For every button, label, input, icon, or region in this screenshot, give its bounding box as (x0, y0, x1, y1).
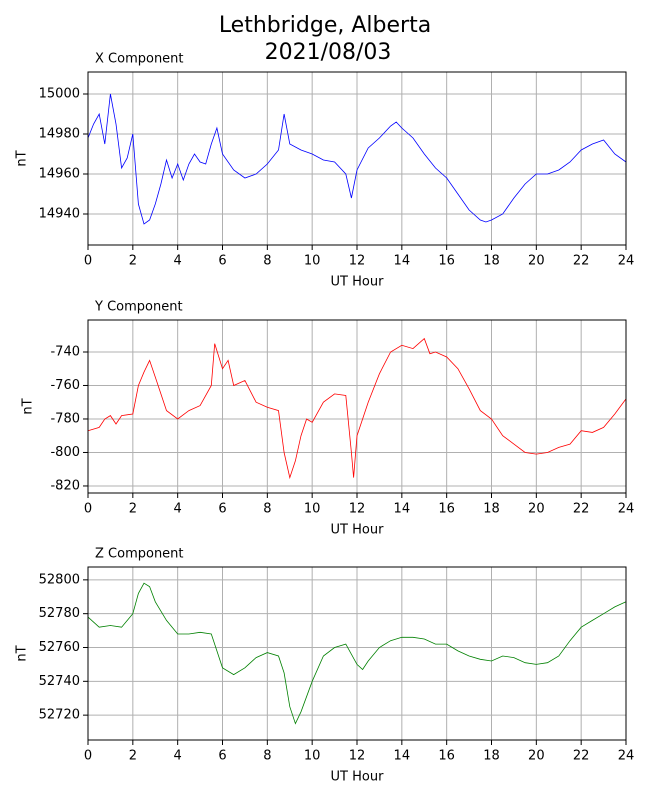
y-tick-label: 14980 (39, 127, 80, 142)
subplot-title: Z Component (95, 547, 184, 562)
x-tick-label: 6 (218, 254, 226, 269)
data-line (87, 582, 627, 725)
y-tick-label: 15000 (39, 87, 80, 102)
x-tick-label: 2 (129, 254, 137, 269)
x-tick-label: 18 (483, 749, 500, 764)
data-line (87, 337, 627, 480)
axes-frame (87, 71, 627, 246)
x-tick-label: 12 (349, 254, 366, 269)
subplot-title: Y Component (94, 300, 183, 315)
x-tick-label: 4 (174, 502, 182, 517)
y-axis-label: nT (15, 150, 30, 166)
x-tick-label: 12 (349, 749, 366, 764)
x-tick-label: 22 (573, 254, 590, 269)
x-tick-label: 10 (304, 254, 321, 269)
x-axis-label: UT Hour (331, 770, 385, 785)
x-tick-label: 14 (394, 502, 411, 517)
x-tick-label: 0 (84, 749, 92, 764)
y-axis-label: nT (15, 645, 30, 661)
y-tick-label: -780 (50, 411, 80, 426)
x-tick-label: 10 (304, 502, 321, 517)
x-tick-label: 18 (483, 502, 500, 517)
x-axis-label: UT Hour (331, 523, 385, 538)
figure-title: Lethbridge, Alberta (219, 13, 431, 38)
figure-subtitle: 2021/08/03 (265, 40, 392, 65)
x-tick-label: 24 (618, 502, 635, 517)
x-tick-label: 2 (129, 749, 137, 764)
y-tick-label: -800 (50, 445, 80, 460)
x-tick-label: 10 (304, 749, 321, 764)
x-tick-label: 12 (349, 502, 366, 517)
x-tick-label: 6 (218, 502, 226, 517)
x-tick-label: 6 (218, 749, 226, 764)
y-tick-label: -740 (50, 344, 80, 359)
data-line (87, 93, 627, 225)
subplot-title: X Component (95, 52, 184, 67)
y-tick-label: 52720 (39, 708, 80, 723)
y-tick-label: 14960 (39, 167, 80, 182)
x-tick-label: 14 (394, 254, 411, 269)
x-tick-label: 20 (528, 502, 545, 517)
y-tick-label: 52760 (39, 640, 80, 655)
x-tick-label: 16 (438, 749, 455, 764)
axes-frame (87, 319, 627, 494)
y-tick-label: 52780 (39, 606, 80, 621)
x-tick-label: 16 (438, 502, 455, 517)
y-tick-label: -760 (50, 378, 80, 393)
x-tick-label: 20 (528, 749, 545, 764)
y-tick-label: 52740 (39, 674, 80, 689)
x-tick-label: 0 (84, 502, 92, 517)
x-tick-label: 22 (573, 749, 590, 764)
x-tick-label: 24 (618, 749, 635, 764)
x-tick-label: 8 (263, 749, 271, 764)
y-tick-label: 52800 (39, 572, 80, 587)
x-axis-label: UT Hour (331, 275, 385, 290)
x-tick-label: 4 (174, 749, 182, 764)
x-tick-label: 24 (618, 254, 635, 269)
x-tick-label: 22 (573, 502, 590, 517)
y-tick-label: 14940 (39, 207, 80, 222)
x-tick-label: 20 (528, 254, 545, 269)
x-tick-label: 4 (174, 254, 182, 269)
x-tick-label: 0 (84, 254, 92, 269)
x-tick-label: 16 (438, 254, 455, 269)
axes-frame (87, 566, 627, 741)
x-tick-label: 18 (483, 254, 500, 269)
x-tick-label: 8 (263, 502, 271, 517)
x-tick-label: 8 (263, 254, 271, 269)
x-tick-label: 2 (129, 502, 137, 517)
x-tick-label: 14 (394, 749, 411, 764)
y-axis-label: nT (21, 398, 36, 414)
y-tick-label: -820 (50, 478, 80, 493)
